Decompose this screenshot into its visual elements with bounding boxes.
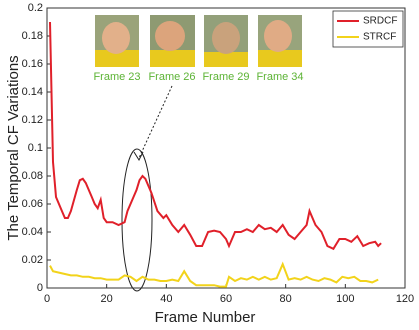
x-tick-label: 40 (160, 293, 172, 305)
photo (204, 15, 248, 67)
x-tick-label: 80 (280, 293, 292, 305)
x-tick-label: 120 (396, 293, 414, 305)
y-tick-label: 0.12 (22, 114, 43, 126)
y-tick-label: 0.14 (22, 86, 43, 98)
photo (150, 15, 195, 67)
legend-label: STRCF (363, 32, 396, 43)
arrow-head (133, 151, 144, 162)
y-tick-label: 0.06 (22, 198, 43, 210)
y-tick-label: 0.02 (22, 254, 43, 266)
inset-label: Frame 34 (256, 71, 303, 83)
inset-photos (95, 15, 302, 67)
photo (258, 15, 302, 67)
y-tick-label: 0.08 (22, 170, 43, 182)
legend-box (332, 10, 404, 48)
x-tick-label: 60 (220, 293, 232, 305)
inset-label: Frame 26 (148, 71, 195, 83)
highlight-ellipse (121, 148, 153, 292)
y-tick-label: 0.2 (28, 2, 43, 14)
photo (95, 15, 139, 67)
x-tick-label: 20 (101, 293, 113, 305)
line-series (49, 21, 382, 251)
y-tick-label: 0.16 (22, 58, 43, 70)
x-axis-label: Frame Number (155, 309, 256, 326)
y-tick-label: 0 (37, 282, 43, 294)
y-tick-label: 0.04 (22, 226, 43, 238)
inset-label: Frame 23 (93, 71, 140, 83)
annotation-arrow (138, 85, 173, 159)
line-series (49, 261, 379, 288)
y-tick-label: 0.18 (22, 30, 43, 42)
inset-label: Frame 29 (202, 71, 249, 83)
y-axis-label: The Temporal CF Variations (5, 55, 22, 240)
legend-label: SRDCF (363, 16, 397, 27)
x-tick-label: 0 (44, 293, 50, 305)
y-tick-label: 0.1 (28, 142, 43, 154)
x-tick-label: 100 (336, 293, 354, 305)
